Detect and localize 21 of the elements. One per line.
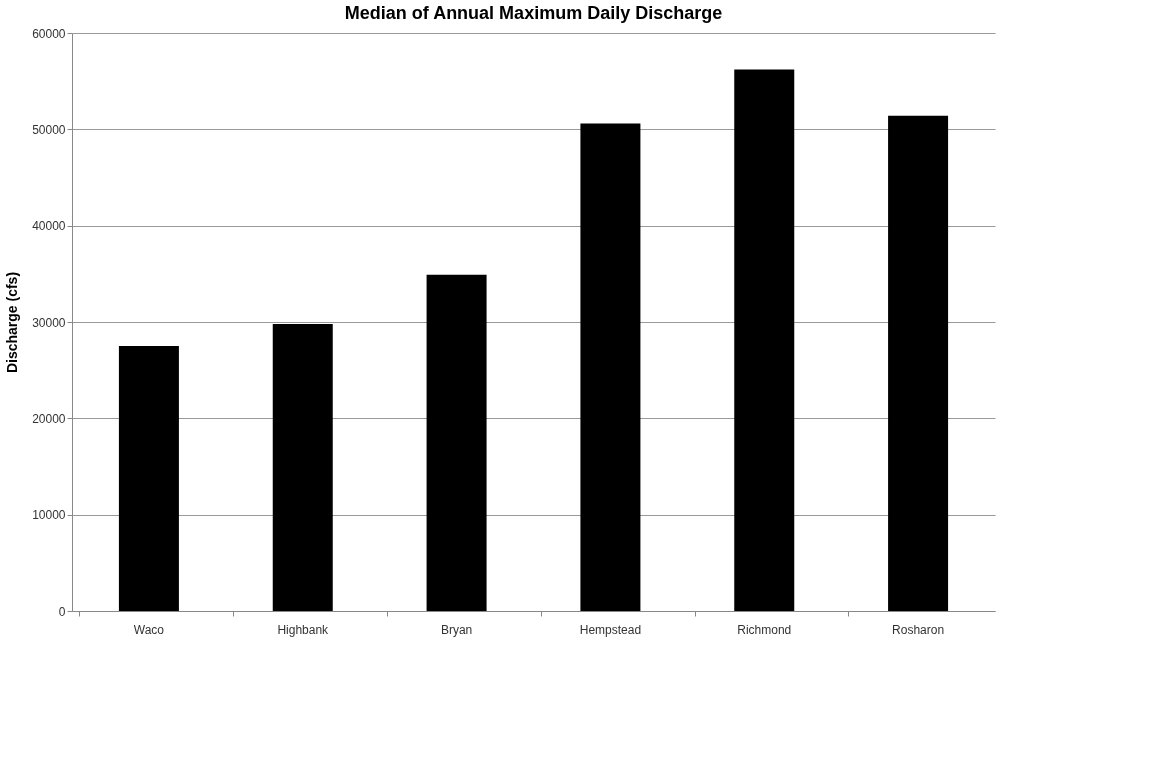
bar xyxy=(426,274,487,611)
bar xyxy=(734,69,795,611)
x-tick-label: Rosharon xyxy=(892,622,945,637)
bar xyxy=(888,115,949,611)
y-tick-label: 10000 xyxy=(32,508,66,523)
y-tick-label: 60000 xyxy=(32,26,66,41)
x-tick-label: Richmond xyxy=(737,622,792,637)
y-tick-label: 50000 xyxy=(32,122,66,137)
y-tick-label: 40000 xyxy=(32,219,66,234)
bar xyxy=(580,123,641,611)
chart-title: Median of Annual Maximum Daily Discharge xyxy=(344,3,723,23)
y-tick-label: 30000 xyxy=(32,315,66,330)
x-tick-label: Waco xyxy=(133,622,165,637)
x-tick-label: Hempstead xyxy=(579,622,642,637)
y-tick-label: 0 xyxy=(58,604,66,619)
x-tick-label: Bryan xyxy=(440,622,473,637)
y-axis-title: Discharge (cfs) xyxy=(4,271,21,374)
x-tick-label: Highbank xyxy=(277,622,330,637)
bar xyxy=(272,323,333,611)
bar xyxy=(118,346,179,611)
y-tick-label: 20000 xyxy=(32,411,66,426)
